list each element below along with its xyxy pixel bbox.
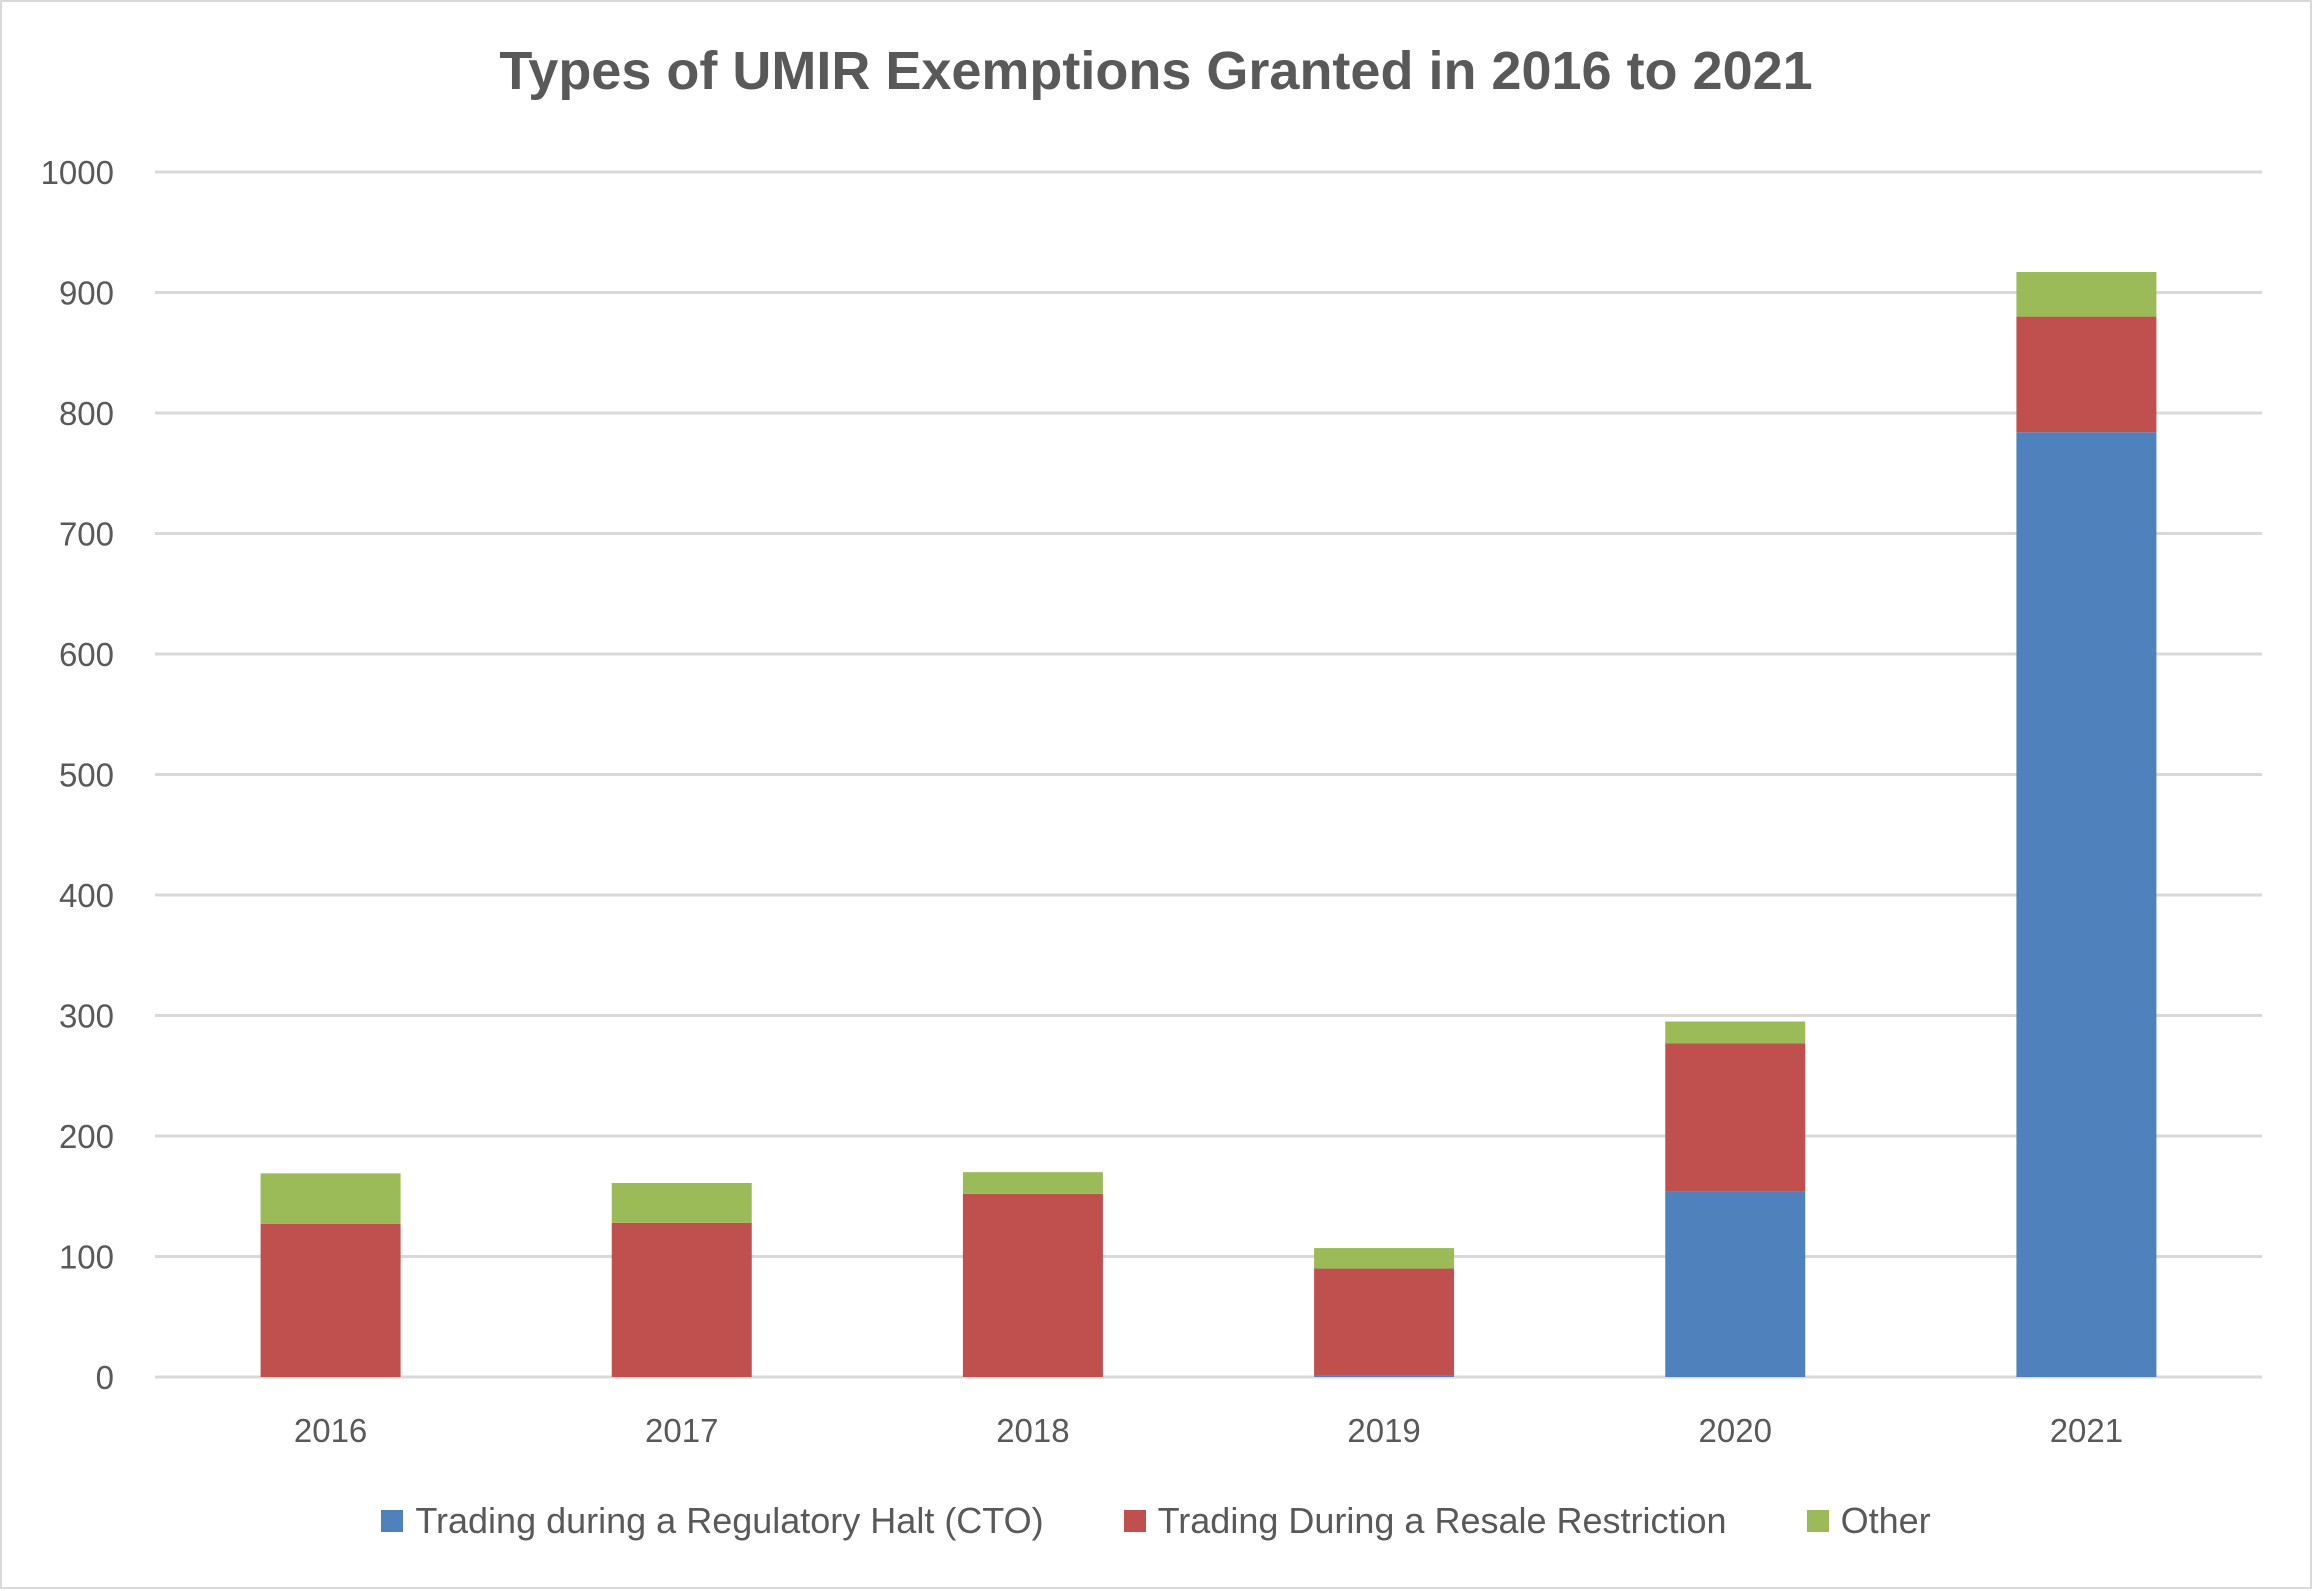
legend-item: Other	[1806, 1500, 1931, 1542]
legend-swatch	[381, 1510, 404, 1532]
bar-segment	[2016, 316, 2157, 433]
x-tick-label: 2021	[2050, 1412, 2123, 1449]
bar-segment	[2016, 432, 2157, 1377]
x-tick-label: 2018	[996, 1412, 1069, 1449]
bar-segment	[2016, 272, 2157, 317]
x-tick-label: 2020	[1699, 1412, 1772, 1449]
x-tick-label: 2017	[645, 1412, 718, 1449]
y-tick-label: 600	[59, 636, 114, 673]
bar-segment	[1314, 1375, 1455, 1377]
legend-label: Other	[1840, 1500, 1931, 1541]
y-tick-label: 100	[59, 1239, 114, 1276]
bar-segment	[611, 1182, 752, 1223]
bar-segment	[1314, 1248, 1455, 1269]
x-tick-label: 2019	[1347, 1412, 1420, 1449]
y-tick-label: 1000	[41, 154, 114, 191]
y-tick-label: 500	[59, 757, 114, 794]
chart-title: Types of UMIR Exemptions Granted in 2016…	[499, 41, 1813, 101]
bar-segment	[260, 1223, 401, 1377]
legend-item: Trading during a Regulatory Halt (CTO)	[381, 1500, 1044, 1542]
legend-label: Trading During a Resale Restriction	[1157, 1500, 1727, 1541]
legend-swatch	[1806, 1510, 1829, 1532]
legend: Trading during a Regulatory Halt (CTO) Tr…	[2, 1500, 2310, 1542]
x-tick-label: 2016	[294, 1412, 367, 1449]
y-tick-label: 0	[96, 1359, 114, 1396]
y-tick-label: 200	[59, 1118, 114, 1155]
legend-swatch	[1123, 1510, 1146, 1532]
bar-segment	[260, 1173, 401, 1224]
y-tick-label: 300	[59, 998, 114, 1035]
bar-segment	[962, 1193, 1103, 1377]
bar-segment	[962, 1172, 1103, 1194]
bar-segment	[611, 1222, 752, 1377]
bar-segment	[1665, 1043, 1806, 1192]
y-tick-label: 400	[59, 877, 114, 914]
y-tick-label: 800	[59, 395, 114, 432]
bar-segment	[1665, 1191, 1806, 1377]
bar-segment	[1314, 1268, 1455, 1376]
y-tick-label: 900	[59, 275, 114, 312]
y-tick-label: 700	[59, 516, 114, 553]
legend-label: Trading during a Regulatory Halt (CTO)	[415, 1500, 1044, 1541]
bar-segment	[1665, 1021, 1806, 1044]
legend-item: Trading During a Resale Restriction	[1123, 1500, 1727, 1542]
